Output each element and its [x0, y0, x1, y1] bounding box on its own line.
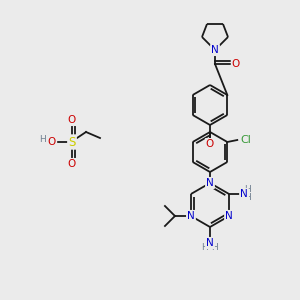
Text: O: O: [48, 137, 56, 147]
Text: N: N: [187, 211, 195, 221]
Text: H: H: [244, 194, 250, 202]
Text: N: N: [206, 238, 214, 248]
Text: Cl: Cl: [240, 135, 251, 145]
Text: N: N: [211, 45, 219, 55]
Text: S: S: [68, 136, 76, 148]
Text: H: H: [244, 185, 250, 194]
Text: O: O: [232, 59, 240, 69]
Text: O: O: [206, 139, 214, 149]
Text: N: N: [206, 178, 214, 188]
Text: N: N: [240, 189, 248, 199]
Text: O: O: [68, 159, 76, 169]
Text: H: H: [39, 134, 45, 143]
Text: N: N: [225, 211, 233, 221]
Text: H: H: [202, 244, 208, 253]
Text: O: O: [68, 115, 76, 125]
Text: H: H: [212, 244, 218, 253]
